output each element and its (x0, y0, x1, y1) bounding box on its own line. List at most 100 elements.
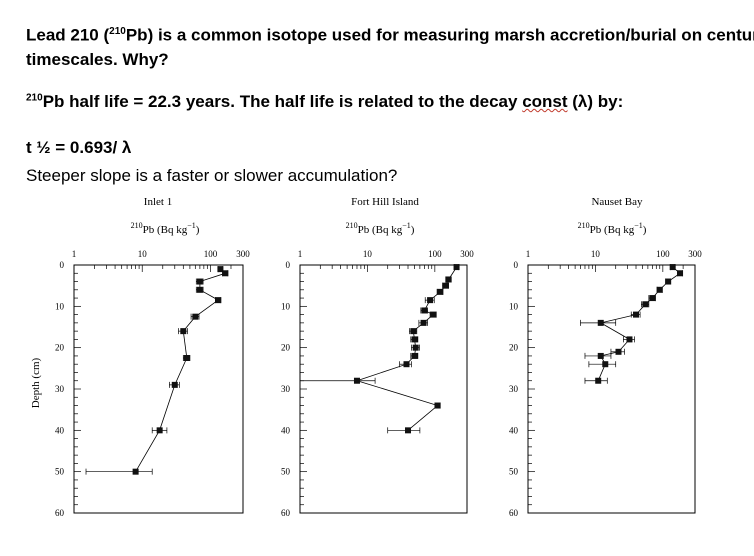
data-point (445, 276, 452, 283)
halflife-statement: 210Pb half life = 22.3 years. The half l… (26, 92, 623, 112)
data-point (196, 278, 203, 285)
data-point (412, 344, 419, 351)
x-axis-label-unit-sup: −1 (402, 221, 411, 230)
y-tick-label: 50 (509, 467, 519, 477)
data-point (597, 319, 604, 326)
data-point (665, 278, 672, 285)
data-point (217, 266, 224, 273)
x-tick-label: 100 (656, 249, 670, 259)
plot-frame (527, 264, 696, 514)
y-tick-label: 30 (281, 384, 291, 394)
x-axis-label-close: ) (643, 224, 647, 236)
x-tick-label: 10 (138, 249, 148, 259)
data-point (427, 297, 434, 304)
data-point (677, 270, 684, 277)
x-axis-label-sup: 210 (346, 221, 358, 230)
title-line2: timescales. Why? (26, 49, 169, 69)
data-point (403, 361, 410, 368)
data-point (421, 307, 428, 314)
chart-title: Fort Hill Island (351, 196, 419, 208)
chart-title: Inlet 1 (144, 196, 172, 208)
data-point (192, 313, 199, 320)
y-tick-label: 20 (281, 343, 291, 353)
data-point (411, 352, 418, 359)
data-point (196, 286, 203, 293)
x-axis-label-close: ) (411, 224, 415, 236)
decay-formula: t ½ = 0.693/ λ (26, 138, 132, 157)
y-tick-label: 50 (55, 467, 65, 477)
y-axis-label: Depth (cm) (30, 357, 42, 408)
x-tick-label: 10 (591, 249, 601, 259)
data-point (405, 427, 412, 434)
chart-3: Nauset Bay 210Pb (Bq kg−1) 1 10 100 300 0 10 20 3… (509, 196, 702, 518)
y-tick-label: 0 (60, 260, 65, 270)
y-tick-label: 60 (55, 508, 65, 518)
data-point (434, 402, 441, 409)
y-tick-label: 40 (509, 425, 519, 435)
halflife-tail: (λ) by: (567, 92, 624, 111)
x-axis-label: 210Pb (Bq kg−1) (131, 221, 200, 236)
data-point (642, 301, 649, 308)
data-point (420, 319, 427, 326)
chart-1: Inlet 1 210Pb (Bq kg−1) 1 10 100 300 0 10 20 30 40… (30, 196, 250, 518)
y-tick-label: 30 (509, 384, 519, 394)
data-point (597, 352, 604, 359)
data-point (615, 348, 622, 355)
x-tick-label: 300 (688, 249, 702, 259)
y-tick-label: 20 (509, 343, 519, 353)
x-axis-label-sup: 210 (578, 221, 590, 230)
y-tick-label: 50 (281, 467, 291, 477)
question-text: Steeper slope is a faster or slower accu… (26, 166, 398, 185)
x-tick-label: 300 (460, 249, 474, 259)
halflife-const: const (522, 92, 568, 111)
data-point (156, 427, 163, 434)
x-tick-label: 1 (298, 249, 303, 259)
series-line (355, 266, 457, 431)
data-point (656, 286, 663, 293)
x-axis-label-sup: 210 (131, 221, 143, 230)
data-point (437, 288, 444, 295)
data-point (430, 311, 437, 318)
y-tick-label: 30 (55, 384, 65, 394)
data-point (180, 328, 187, 335)
data-point (183, 355, 190, 361)
x-tick-label: 10 (363, 249, 373, 259)
data-point (453, 264, 460, 271)
x-axis-label: 210Pb (Bq kg−1) (346, 221, 415, 236)
slide-title: Lead 210 (210Pb) is a common isotope use… (26, 20, 754, 72)
y-tick-label: 10 (281, 301, 291, 311)
y-tick-label: 60 (281, 508, 291, 518)
data-point (633, 311, 640, 318)
y-tick-label: 10 (55, 301, 65, 311)
y-tick-label: 0 (286, 260, 291, 270)
x-tick-label: 100 (428, 249, 442, 259)
x-tick-label: 1 (526, 249, 531, 259)
title-part2: Pb) is a common isotope used for measuri… (125, 25, 754, 45)
halflife-sup: 210 (26, 92, 43, 104)
data-point (602, 361, 609, 368)
data-point (595, 377, 602, 384)
data-point (649, 295, 656, 302)
y-tick-label: 40 (55, 425, 65, 435)
data-point (222, 270, 229, 277)
y-tick-label: 20 (55, 343, 65, 353)
data-point (411, 336, 418, 343)
halflife-text: Pb half life = 22.3 years. The half life… (42, 92, 523, 111)
x-tick-label: 1 (72, 249, 77, 259)
title-sup: 210 (109, 26, 126, 37)
x-tick-label: 300 (236, 249, 250, 259)
chart-title: Nauset Bay (591, 196, 643, 208)
data-point (669, 264, 676, 271)
series-line (135, 268, 227, 472)
x-axis-label-close: ) (196, 224, 200, 236)
x-tick-label: 100 (204, 249, 218, 259)
x-axis-label: 210Pb (Bq kg−1) (578, 221, 647, 236)
x-axis-label-text: Pb (Bq kg (143, 224, 188, 236)
x-axis-label-unit-sup: −1 (634, 221, 643, 230)
data-point (353, 377, 360, 384)
data-point (132, 468, 139, 475)
x-axis-label-unit-sup: −1 (187, 221, 196, 230)
y-tick-label: 0 (514, 260, 519, 270)
